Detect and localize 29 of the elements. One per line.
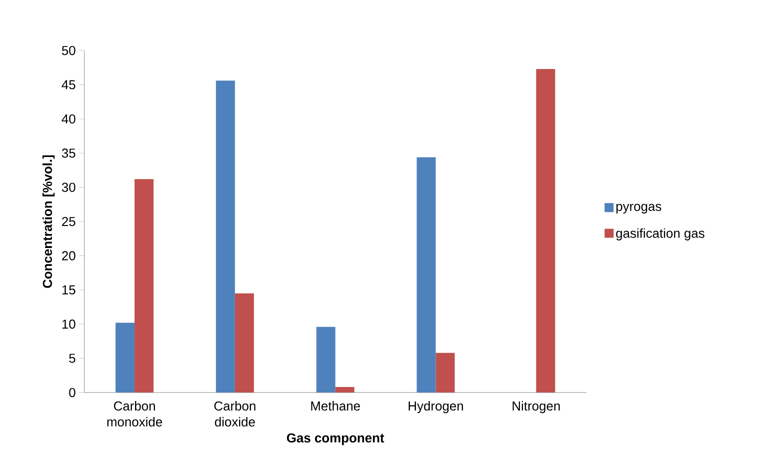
x-tick-label: Carbon monoxide: [107, 401, 162, 427]
y-tick-label: 0: [69, 388, 76, 398]
y-tick-label: 20: [62, 251, 76, 260]
bar: [335, 387, 354, 393]
bar: [116, 322, 135, 393]
x-tick-label: Carbon dioxide: [214, 401, 256, 427]
legend-label: pyrogas: [616, 204, 662, 214]
y-tick-label: 45: [62, 80, 76, 90]
y-tick-label: 5: [69, 354, 76, 363]
y-tick-label: 25: [62, 216, 76, 226]
y-tick-label: 35: [62, 148, 76, 158]
x-tick-label: Hydrogen: [408, 401, 463, 414]
bar: [134, 179, 154, 393]
legend-label: gasification gas: [616, 228, 704, 240]
bar: [536, 69, 556, 393]
bar: [234, 293, 254, 393]
bar: [216, 80, 235, 393]
y-tick-label: 30: [62, 182, 76, 192]
y-tick-label: 10: [62, 320, 76, 329]
y-tick-label: 40: [62, 114, 76, 124]
y-tick-label: 15: [62, 285, 76, 294]
y-axis-title: Concentration [%vol.]: [42, 155, 55, 288]
bar: [436, 352, 455, 393]
x-tick-label: Nitrogen: [512, 401, 560, 414]
x-axis-title: Gas component: [286, 433, 384, 446]
bar: [316, 326, 336, 393]
y-tick-label: 50: [62, 46, 76, 56]
bar: [416, 157, 436, 393]
x-tick-label: Methane: [311, 401, 360, 411]
